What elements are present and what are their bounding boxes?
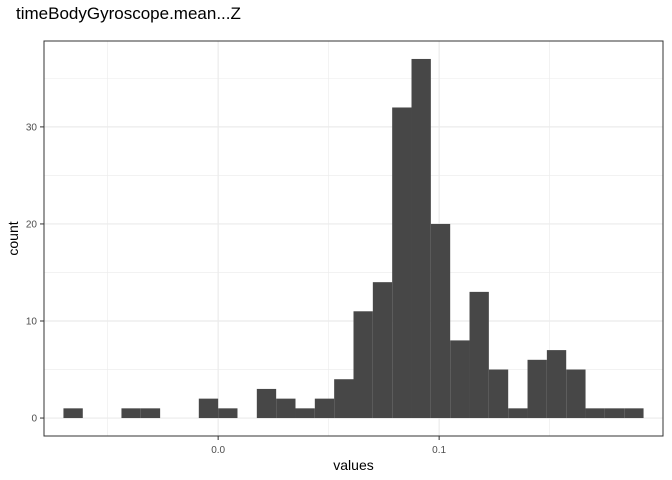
histogram-bar (63, 408, 83, 419)
histogram-bar (566, 369, 586, 419)
histogram-bar (334, 379, 354, 419)
histogram-bar (624, 408, 644, 419)
y-axis: 0 10 20 30 (26, 122, 44, 425)
x-axis: 0.0 0.1 (211, 436, 447, 456)
y-tick-label: 0 (31, 414, 37, 425)
histogram-bar (488, 369, 509, 419)
y-tick-label: 30 (26, 122, 38, 133)
histogram-bar (218, 408, 238, 419)
x-tick-label: 0.0 (211, 445, 225, 456)
histogram-bars (63, 58, 644, 419)
x-tick-label: 0.1 (432, 445, 446, 456)
y-tick-label: 20 (26, 219, 38, 230)
x-axis-title: values (333, 457, 373, 473)
y-axis-title: count (5, 221, 21, 255)
histogram-bar (430, 223, 451, 419)
histogram-bar (546, 350, 567, 419)
histogram-bar (276, 398, 296, 419)
histogram-bar (527, 359, 547, 419)
histogram-bar (411, 58, 431, 419)
histogram-bar (295, 408, 315, 419)
chart-title: timeBodyGyroscope.mean...Z (16, 4, 241, 23)
histogram-bar (353, 311, 373, 419)
panel-border (43, 40, 664, 437)
histogram-bar (469, 291, 489, 419)
histogram-bar (508, 408, 528, 419)
histogram-bar (314, 398, 335, 419)
histogram-bar (392, 107, 412, 419)
histogram-bar (450, 340, 470, 419)
histogram-bar (198, 398, 219, 419)
histogram-bar (256, 388, 277, 419)
histogram-bar (140, 408, 161, 419)
histogram-bar (372, 282, 393, 419)
histogram-bar (585, 408, 605, 419)
histogram-bar (121, 408, 141, 419)
y-tick-label: 10 (26, 316, 38, 327)
histogram-bar (604, 408, 625, 419)
